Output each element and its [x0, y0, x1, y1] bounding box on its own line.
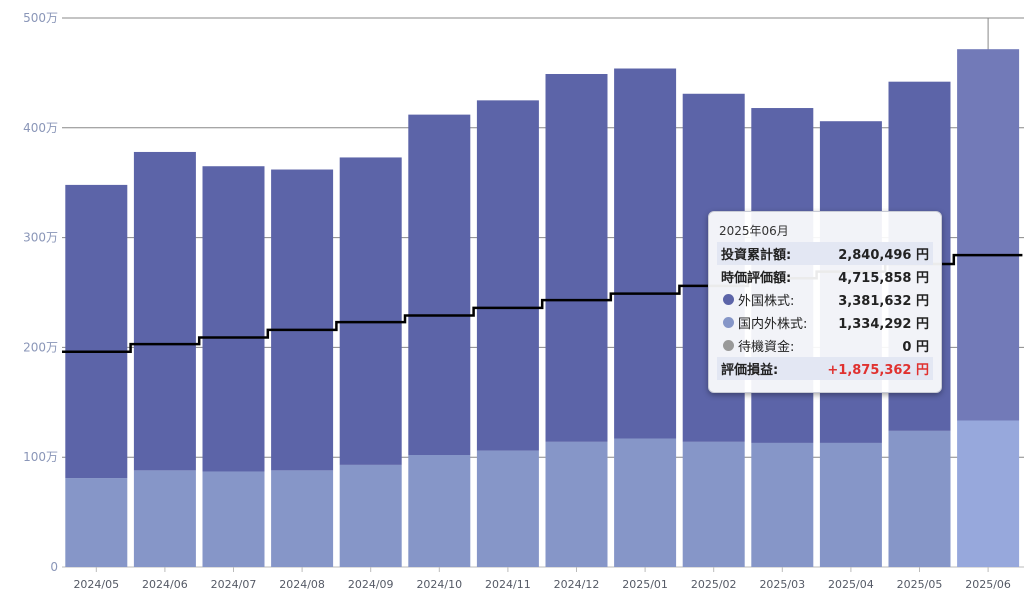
bar-domestic-2024/08[interactable] [271, 470, 334, 567]
tooltip-row-foreign: 外国株式: 3,381,632 円 [717, 288, 933, 311]
y-tick-label: 200万 [23, 340, 58, 354]
bar-domestic-2025/02[interactable] [682, 441, 745, 567]
cash-dot-icon [723, 340, 734, 351]
x-tick-label: 2025/04 [828, 578, 874, 591]
tooltip-value-cash: 0 円 [902, 340, 929, 355]
bar-foreign-2024/05[interactable] [65, 184, 128, 479]
bar-foreign-2024/07[interactable] [202, 166, 265, 472]
tooltip-row-cash: 待機資金: 0 円 [717, 334, 933, 357]
bar-domestic-2025/03[interactable] [751, 442, 814, 567]
bar-foreign-2025/06[interactable] [957, 49, 1020, 421]
tooltip-row-market-value: 時価評価額: 4,715,858 円 [717, 265, 933, 288]
chart-tooltip: 2025年06月 投資累計額: 2,840,496 円 時価評価額: 4,715… [708, 211, 942, 393]
bar-foreign-2024/12[interactable] [545, 73, 608, 442]
bar-foreign-2024/09[interactable] [339, 157, 402, 465]
tooltip-row-domestic: 国内外株式: 1,334,292 円 [717, 311, 933, 334]
x-axis: 2024/05 2024/06 2024/07 2024/08 2024/09 2024/… [73, 567, 1011, 591]
tooltip-value-market-value: 4,715,858 円 [838, 271, 929, 286]
x-tick-label: 2024/10 [416, 578, 462, 591]
tooltip-label-foreign: 外国株式: [738, 294, 795, 309]
bar-domestic-2025/05[interactable] [888, 430, 951, 567]
tooltip-label-cash: 待機資金: [738, 340, 795, 355]
x-tick-label: 2024/12 [554, 578, 600, 591]
x-tick-label: 2024/06 [142, 578, 188, 591]
x-tick-label: 2025/05 [897, 578, 943, 591]
x-tick-label: 2025/01 [622, 578, 668, 591]
tooltip-label-invested: 投資累計額: [721, 248, 792, 263]
tooltip-label-gain: 評価損益: [721, 363, 779, 378]
y-tick-label: 100万 [23, 450, 58, 464]
bar-domestic-2024/09[interactable] [339, 464, 402, 567]
domestic-dot-icon [723, 317, 734, 328]
tooltip-value-gain: +1,875,362 円 [827, 363, 929, 378]
bar-domestic-2024/11[interactable] [476, 450, 539, 567]
bar-domestic-2025/04[interactable] [819, 442, 882, 567]
bar-foreign-2024/06[interactable] [133, 151, 196, 471]
x-tick-label: 2024/11 [485, 578, 531, 591]
y-tick-label: 300万 [23, 231, 58, 245]
x-tick-label: 2025/03 [759, 578, 805, 591]
y-axis: 0 100万 200万 300万 400万 500万 [23, 11, 58, 574]
bar-domestic-2024/05[interactable] [65, 478, 128, 567]
tooltip-value-invested: 2,840,496 円 [838, 248, 929, 263]
tooltip-row-invested: 投資累計額: 2,840,496 円 [717, 242, 933, 265]
y-tick-label: 500万 [23, 11, 58, 25]
bar-domestic-2025/06[interactable] [957, 420, 1020, 567]
bar-domestic-2024/12[interactable] [545, 441, 608, 567]
tooltip-label-market-value: 時価評価額: [721, 271, 792, 286]
bar-domestic-2024/10[interactable] [408, 455, 471, 567]
x-tick-label: 2024/07 [211, 578, 257, 591]
tooltip-title: 2025年06月 [719, 224, 789, 238]
bar-domestic-2024/06[interactable] [133, 470, 196, 567]
foreign-dot-icon [723, 294, 734, 305]
x-tick-label: 2024/09 [348, 578, 394, 591]
y-tick-label: 400万 [23, 121, 58, 135]
x-tick-label: 2024/05 [73, 578, 119, 591]
bar-foreign-2025/01[interactable] [614, 68, 677, 439]
bar-foreign-2024/10[interactable] [408, 114, 471, 456]
bar-foreign-2024/11[interactable] [476, 100, 539, 451]
tooltip-label-domestic: 国内外株式: [738, 317, 808, 332]
bar-foreign-2024/08[interactable] [271, 169, 334, 471]
tooltip-row-gain: 評価損益: +1,875,362 円 [717, 357, 933, 380]
bar-domestic-2024/07[interactable] [202, 471, 265, 567]
x-tick-label: 2025/02 [691, 578, 737, 591]
y-tick-label: 0 [50, 560, 58, 574]
x-tick-label: 2025/06 [965, 578, 1011, 591]
tooltip-value-foreign: 3,381,632 円 [838, 294, 929, 309]
tooltip-value-domestic: 1,334,292 円 [838, 317, 929, 332]
bar-domestic-2025/01[interactable] [614, 438, 677, 567]
x-tick-label: 2024/08 [279, 578, 325, 591]
